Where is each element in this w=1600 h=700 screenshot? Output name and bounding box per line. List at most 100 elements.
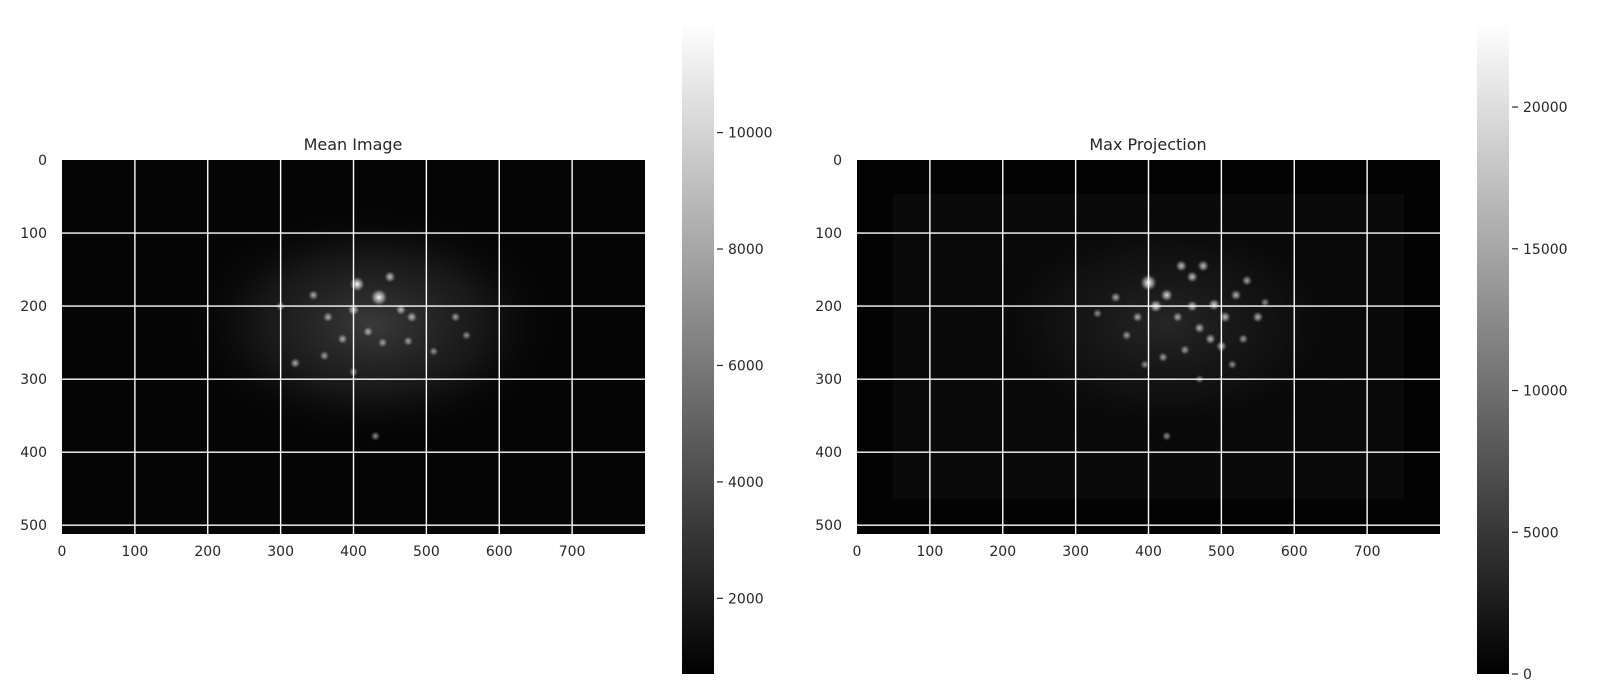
colorbar-tick-label: 15000 xyxy=(1523,242,1568,258)
x-tick-label: 700 xyxy=(559,544,586,560)
bright-spot xyxy=(402,335,414,347)
colorbar-ticks: 0 5000 10000 15000 20000 xyxy=(1512,100,1568,683)
x-axis-ticks: 0 100 200 300 400 500 600 700 xyxy=(58,544,586,560)
bright-spot xyxy=(369,430,381,442)
colorbar-tick-label: 2000 xyxy=(728,591,764,607)
bright-spot xyxy=(376,336,389,349)
panel-title: Mean Image xyxy=(304,135,403,154)
y-tick-label: 0 xyxy=(833,153,842,169)
bright-spot xyxy=(1237,333,1250,345)
bright-spot xyxy=(405,310,419,324)
colorbar-tick-label: 0 xyxy=(1523,667,1532,683)
x-tick-label: 200 xyxy=(194,544,221,560)
colorbar-tick-label: 20000 xyxy=(1523,100,1568,116)
panel-mean-image: Mean Image 0 100 200 300 400 500 600 700 0 100 20… xyxy=(20,22,773,674)
bright-spot xyxy=(428,345,440,357)
grid xyxy=(62,160,645,534)
bright-spot xyxy=(449,311,462,323)
bright-spot xyxy=(1251,310,1265,324)
bright-spot xyxy=(1193,321,1206,335)
bright-spot xyxy=(394,303,408,317)
colorbar: 2000 4000 6000 8000 10000 xyxy=(682,22,773,674)
y-tick-label: 400 xyxy=(20,445,47,461)
x-tick-label: 100 xyxy=(917,544,944,560)
bright-spot xyxy=(1171,310,1184,324)
image-glow xyxy=(171,200,573,449)
x-tick-label: 0 xyxy=(58,544,67,560)
bright-spot xyxy=(361,325,375,338)
bright-spot xyxy=(1174,259,1188,273)
y-tick-label: 0 xyxy=(38,153,47,169)
grid xyxy=(857,160,1440,534)
colorbar-tick-label: 10000 xyxy=(1523,384,1568,400)
y-axis-ticks: 0 100 200 300 400 500 xyxy=(815,153,842,534)
y-tick-label: 100 xyxy=(815,226,842,242)
y-tick-label: 500 xyxy=(20,518,47,534)
bright-spot xyxy=(1226,359,1238,371)
y-tick-label: 100 xyxy=(20,226,47,242)
bright-spot xyxy=(321,310,335,324)
bright-spot xyxy=(383,270,397,284)
bright-spot xyxy=(307,289,320,302)
bright-spot xyxy=(1139,359,1151,371)
bright-spots xyxy=(275,270,472,442)
bright-spot xyxy=(1185,270,1199,284)
y-tick-label: 300 xyxy=(20,372,47,388)
x-tick-label: 100 xyxy=(122,544,149,560)
y-tick-label: 300 xyxy=(815,372,842,388)
y-axis-ticks: 0 100 200 300 400 500 xyxy=(20,153,47,534)
x-tick-label: 600 xyxy=(1281,544,1308,560)
y-tick-label: 500 xyxy=(815,518,842,534)
bright-spot xyxy=(1091,307,1103,319)
colorbar-tick-label: 6000 xyxy=(728,358,764,374)
colorbar-gradient xyxy=(682,22,714,674)
bright-spots xyxy=(1091,259,1271,442)
panel-title: Max Projection xyxy=(1089,135,1206,154)
x-tick-label: 600 xyxy=(486,544,513,560)
x-tick-label: 300 xyxy=(1062,544,1089,560)
bright-spot xyxy=(289,356,302,370)
bright-spot xyxy=(1207,297,1222,312)
x-tick-label: 0 xyxy=(853,544,862,560)
bright-spot xyxy=(1240,274,1253,287)
bright-spot xyxy=(336,332,349,346)
bright-spot xyxy=(1218,310,1232,324)
bright-spot xyxy=(1204,332,1217,346)
x-tick-label: 400 xyxy=(1135,544,1162,560)
bright-spot xyxy=(1159,287,1175,303)
y-tick-label: 400 xyxy=(815,445,842,461)
bright-spot xyxy=(1259,296,1271,308)
panel-max-projection: Max Projection 0 100 200 300 400 500 600 700 0 1… xyxy=(815,22,1568,683)
colorbar-tick-label: 10000 xyxy=(728,126,773,142)
x-tick-label: 500 xyxy=(413,544,440,560)
bright-spot xyxy=(1131,310,1144,324)
bright-spot xyxy=(1157,351,1169,364)
bright-spot xyxy=(1229,288,1243,302)
x-tick-label: 700 xyxy=(1354,544,1381,560)
bright-spot xyxy=(1179,344,1191,356)
bright-spot xyxy=(1161,430,1173,442)
bright-spot xyxy=(318,349,331,362)
x-tick-label: 400 xyxy=(340,544,367,560)
colorbar-tick-label: 5000 xyxy=(1523,525,1559,541)
colorbar-tick-label: 4000 xyxy=(728,475,764,491)
image-glow xyxy=(966,200,1368,449)
image-area xyxy=(857,160,1440,534)
colorbar-tick-label: 8000 xyxy=(728,242,764,258)
x-tick-label: 300 xyxy=(267,544,294,560)
colorbar: 0 5000 10000 15000 20000 xyxy=(1477,22,1568,683)
x-axis-ticks: 0 100 200 300 400 500 600 700 xyxy=(853,544,1381,560)
y-tick-label: 200 xyxy=(815,299,842,315)
colorbar-gradient xyxy=(1477,22,1509,674)
colorbar-ticks: 2000 4000 6000 8000 10000 xyxy=(717,126,773,607)
bright-spot xyxy=(1196,259,1210,273)
bright-spot xyxy=(1109,291,1122,304)
y-tick-label: 200 xyxy=(20,299,47,315)
x-tick-label: 200 xyxy=(989,544,1016,560)
x-tick-label: 500 xyxy=(1208,544,1235,560)
image-area xyxy=(62,160,645,534)
bright-spot xyxy=(1120,329,1133,342)
bright-spot xyxy=(369,287,390,308)
bright-spot xyxy=(460,329,472,341)
